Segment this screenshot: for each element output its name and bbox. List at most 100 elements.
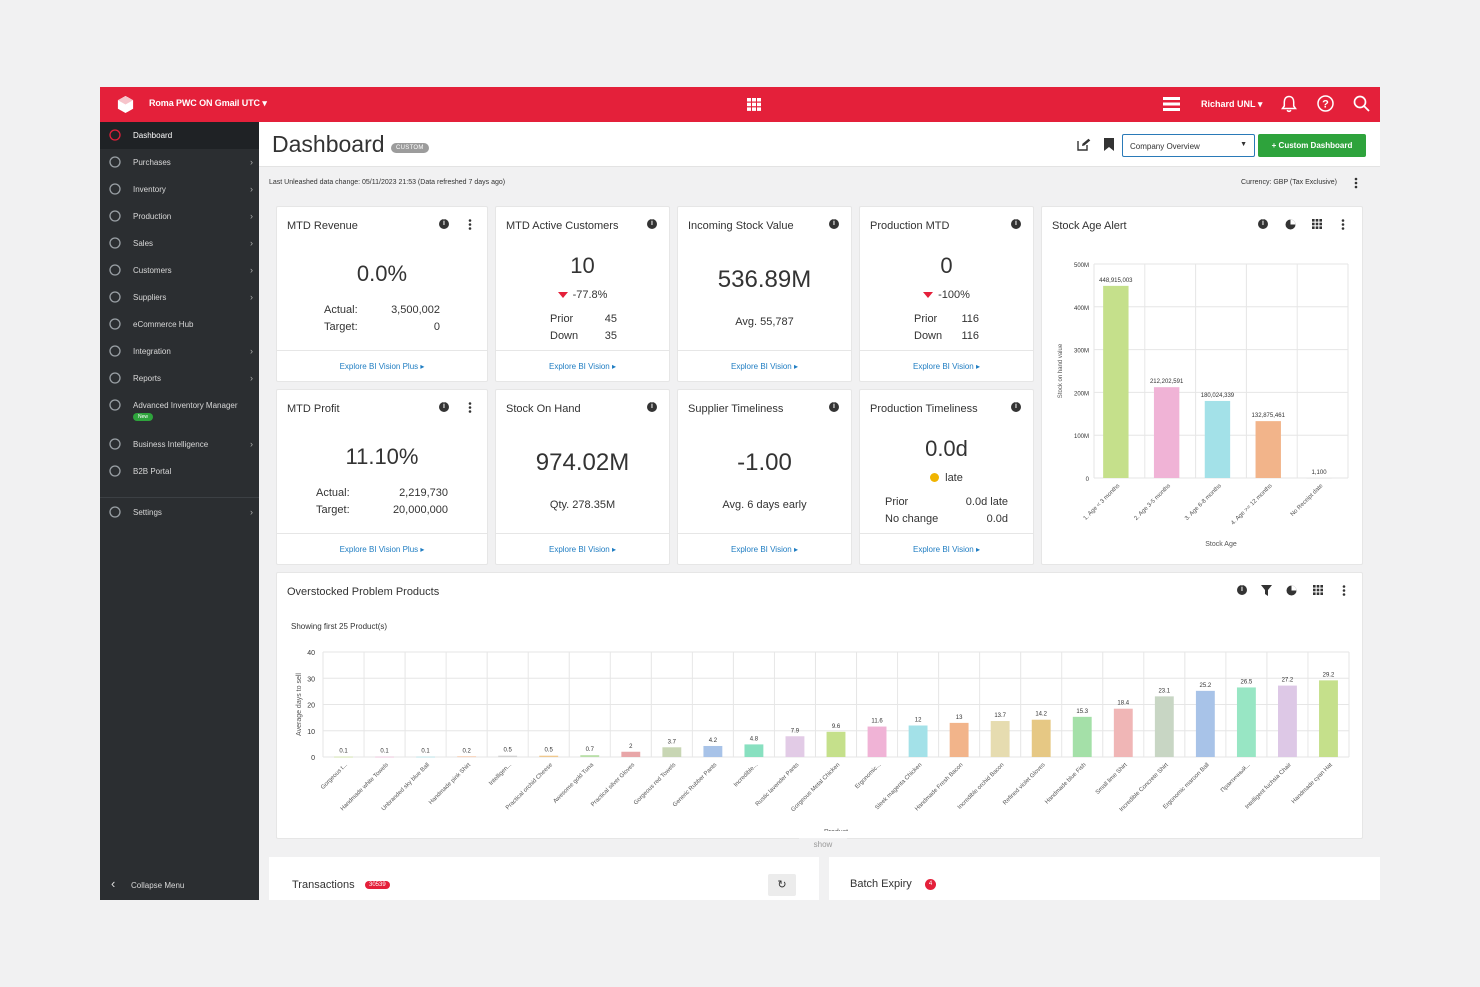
kpi-change-value: -100% [938,289,970,301]
x-tick-label: 3. Age 6-8 months [1184,483,1223,522]
sidebar-item-integration[interactable]: Integration › [100,338,259,365]
grid-view-icon[interactable] [1312,219,1322,229]
card-transactions: Transactions 30539 ↻ [269,857,819,900]
kebab-menu-icon[interactable] [1340,219,1346,230]
kpi-label: Down [550,330,579,342]
data-label: 14.2 [1035,712,1047,718]
sidebar-item-label: eCommerce Hub [133,320,194,329]
bar [1103,285,1129,478]
dashboard-view-select[interactable]: Company Overview ▼ [1122,134,1255,157]
sidebar-item-business-intelligence[interactable]: Business Intelligence › [100,431,259,458]
bar [334,756,353,758]
bar [826,731,846,757]
organisation-selector[interactable]: Roma PWC ON Gmail UTC ▾ [149,98,267,108]
card-overstocked-products: Overstocked Problem Products i Showing f… [276,572,1363,839]
explore-bi-link[interactable]: Explore BI Vision ▸ [678,350,851,381]
edit-icon[interactable] [1077,138,1091,151]
info-icon[interactable]: i [1011,219,1021,229]
chevron-right-icon: › [250,346,253,356]
production-icon [109,210,121,222]
pie-chart-icon[interactable] [1286,585,1297,596]
info-icon[interactable]: i [439,219,449,229]
info-icon[interactable]: i [1011,402,1021,412]
data-label: 13.7 [994,713,1006,719]
info-icon[interactable]: i [829,219,839,229]
x-tick-label: Handmade white Towels [340,762,390,812]
kebab-menu-icon[interactable] [467,219,473,230]
settings-icon [109,506,121,518]
sidebar-item-settings[interactable]: Settings › [100,499,259,526]
batch-expiry-title: Batch Expiry [850,878,912,890]
data-label: 0.1 [339,749,348,755]
x-tick-label: Handmade blue Fish [1044,762,1087,805]
x-tick-label: Awesome gold Tuna [553,762,596,805]
sidebar-item-production[interactable]: Production › [100,203,259,230]
kpi-label: No change [885,513,939,525]
sidebar-item-label: Customers [133,266,172,275]
aim-icon [109,399,121,411]
apps-grid-icon[interactable] [747,98,761,111]
explore-bi-link[interactable]: Explore BI Vision ▸ [860,350,1033,381]
sidebar-item-suppliers[interactable]: Suppliers › [100,284,259,311]
sidebar-item-b2b-portal[interactable]: B2B Portal [100,458,259,485]
info-icon[interactable]: i [647,402,657,412]
x-tick-label: Refined violet Gloves [1002,762,1046,806]
inventory-icon [109,183,121,195]
unleashed-logo-icon[interactable] [116,95,135,114]
explore-bi-link[interactable]: Explore BI Vision ▸ [678,533,851,564]
explore-bi-link[interactable]: Explore BI Vision Plus ▸ [277,533,487,564]
collapse-menu-button[interactable]: ‹ Collapse Menu [100,870,259,900]
kebab-menu-icon[interactable] [1341,585,1347,596]
bookmark-icon[interactable] [1104,138,1114,151]
bi-icon [109,438,121,450]
refresh-button[interactable]: ↻ [768,874,796,896]
sidebar-item-customers[interactable]: Customers › [100,257,259,284]
info-icon[interactable]: i [647,219,657,229]
sidebar-item-label: Advanced Inventory Manager [133,401,238,410]
pie-chart-icon[interactable] [1285,219,1296,230]
custom-dashboard-button[interactable]: + Custom Dashboard [1258,134,1366,157]
user-menu[interactable]: Richard UNL ▾ [1201,99,1263,109]
info-icon[interactable]: i [1237,585,1247,595]
kpi-label: Actual: [324,304,358,316]
sidebar-item-inventory[interactable]: Inventory › [100,176,259,203]
kebab-menu-icon[interactable] [467,402,473,413]
app-window: Roma PWC ON Gmail UTC ▾ Richard UNL ▾ ? … [100,87,1380,900]
sidebar-item-ecommerce-hub[interactable]: eCommerce Hub [100,311,259,338]
x-tick-label: Gorgeous red Towels [633,762,677,806]
bar [539,755,559,757]
sidebar-item-purchases[interactable]: Purchases › [100,149,259,176]
sidebar-item-dashboard[interactable]: Dashboard [100,122,259,149]
sidebar-item-label: Sales [133,239,154,248]
batch-count-badge: 4 [925,879,936,890]
search-icon[interactable] [1353,95,1370,112]
help-icon[interactable]: ? [1317,95,1334,112]
filter-icon[interactable] [1261,585,1272,596]
info-icon[interactable]: i [439,402,449,412]
sidebar-item-reports[interactable]: Reports › [100,365,259,392]
explore-bi-link[interactable]: Explore BI Vision ▸ [860,533,1033,564]
show-toggle[interactable]: show [799,838,847,852]
x-tick-label: Generic Rubber Pants [672,762,718,808]
data-label: 25.2 [1200,683,1212,689]
database-icon[interactable] [1163,97,1180,111]
kpi-change-value: -77.8% [572,289,608,301]
bar [1255,421,1281,478]
sidebar-item-advanced-inventory-manager[interactable]: Advanced Inventory Manager New [100,392,259,421]
card-title: MTD Profit [287,403,340,415]
grid-view-icon[interactable] [1313,585,1323,595]
x-tick-label: 1. Age < 3 months [1083,483,1122,522]
explore-bi-link[interactable]: Explore BI Vision Plus ▸ [277,350,487,381]
kebab-menu-icon[interactable] [1354,177,1358,189]
y-axis-label: Stock on hand value [1058,343,1064,398]
sidebar-item-sales[interactable]: Sales › [100,230,259,257]
sidebar-item-label: Integration [133,347,171,356]
kpi-label: Down [914,330,943,342]
info-icon[interactable]: i [829,402,839,412]
explore-bi-link[interactable]: Explore BI Vision ▸ [496,533,669,564]
bell-icon[interactable] [1281,95,1297,113]
info-icon[interactable]: i [1258,219,1268,229]
x-axis-label: Product [824,829,848,831]
explore-bi-link[interactable]: Explore BI Vision ▸ [496,350,669,381]
ecommerce-icon [109,318,121,330]
